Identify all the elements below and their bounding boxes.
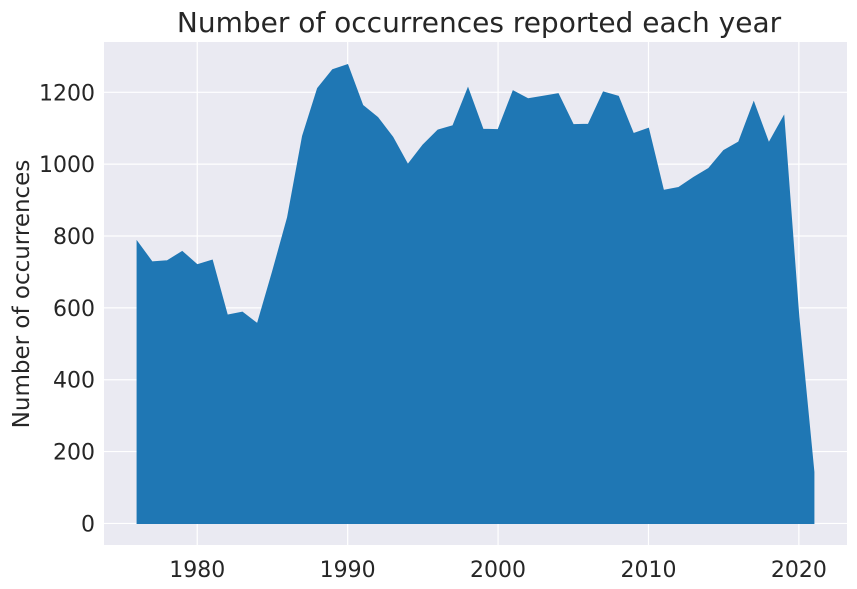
chart-title: Number of occurrences reported each year <box>177 6 782 39</box>
y-axis-ticks: 0 200 400 600 800 1000 1200 <box>39 81 95 537</box>
y-tick-label: 1000 <box>39 153 95 178</box>
x-tick-label: 2000 <box>470 558 526 583</box>
y-tick-label: 200 <box>53 441 95 466</box>
y-tick-label: 400 <box>53 369 95 394</box>
y-tick-label: 1200 <box>39 81 95 106</box>
x-tick-label: 1990 <box>320 558 376 583</box>
y-tick-label: 800 <box>53 225 95 250</box>
x-axis-ticks: 1980 1990 2000 2010 2020 <box>169 558 827 583</box>
y-axis-label: Number of occurrences <box>9 160 35 429</box>
x-tick-label: 2020 <box>771 558 827 583</box>
x-tick-label: 2010 <box>620 558 676 583</box>
occurrences-area <box>136 64 815 524</box>
y-tick-label: 0 <box>81 512 95 537</box>
x-tick-label: 1980 <box>169 558 225 583</box>
y-tick-label: 600 <box>53 297 95 322</box>
